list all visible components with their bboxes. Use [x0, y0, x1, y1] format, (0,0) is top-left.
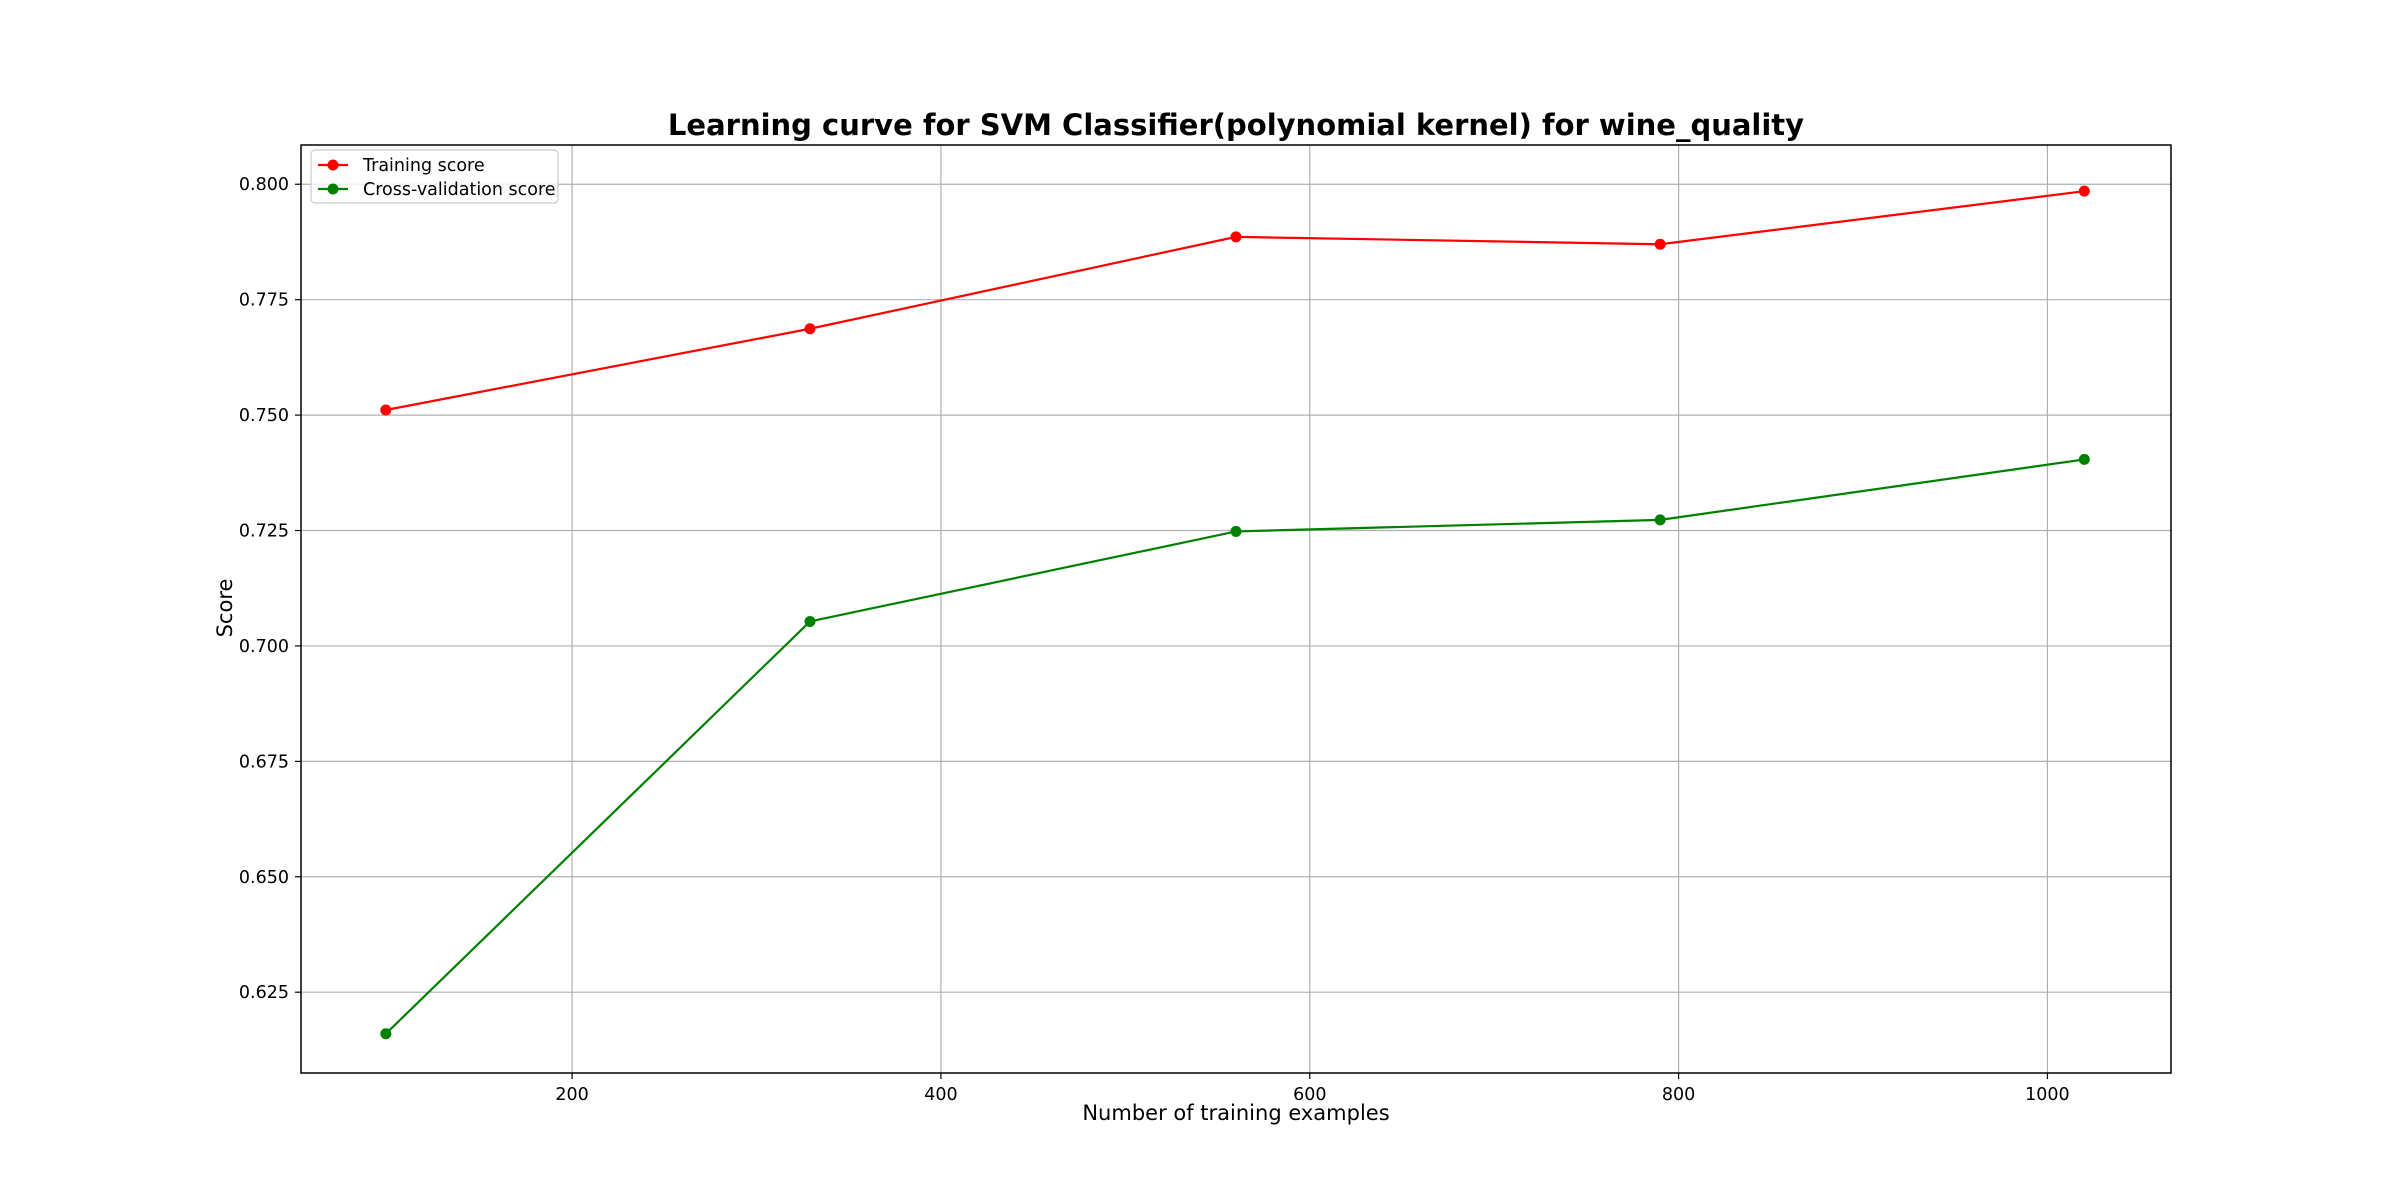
y-tick-label: 0.725	[239, 522, 289, 542]
legend-entry-training: Training score	[318, 156, 485, 176]
data-point	[2078, 185, 2090, 197]
data-point	[2078, 453, 2090, 465]
y-tick-label: 0.800	[239, 175, 289, 195]
y-tick-label: 0.625	[239, 983, 289, 1003]
data-point	[804, 615, 816, 627]
data-point	[380, 1028, 392, 1040]
y-tick-label: 0.650	[239, 868, 289, 888]
data-point	[1654, 514, 1666, 526]
x-tick-label: 800	[1662, 1085, 1695, 1105]
chart-title: Learning curve for SVM Classifier(polyno…	[668, 108, 1804, 142]
legend-label-training: Training score	[362, 156, 485, 176]
legend-marker-cross-validation	[327, 183, 339, 195]
data-point	[804, 323, 816, 335]
series-cross-validation-score	[380, 453, 2090, 1040]
legend-label-cross-validation: Cross-validation score	[363, 180, 556, 200]
data-point	[380, 404, 392, 416]
x-tick-label: 600	[1293, 1085, 1326, 1105]
y-tick-label: 0.675	[239, 752, 289, 772]
plot-frame	[300, 144, 2172, 1074]
legend-box	[310, 149, 559, 204]
data-point	[1230, 525, 1242, 537]
legend-entry-cross-validation: Cross-validation score	[318, 180, 556, 200]
series-layer	[380, 185, 2090, 1040]
y-tick-label: 0.700	[239, 637, 289, 657]
y-axis-ticks: 0.625 0.650 0.675 0.700 0.725 0.750 0.775 0.800	[239, 175, 301, 1003]
data-point	[1230, 231, 1242, 243]
series-training-score	[380, 185, 2090, 416]
x-axis-ticks: 200 400 600 800 1000	[555, 1073, 2070, 1105]
x-tick-label: 400	[924, 1085, 957, 1105]
y-tick-label: 0.750	[239, 406, 289, 426]
legend: Training score Cross-validation score	[310, 149, 559, 204]
y-tick-label: 0.775	[239, 291, 289, 311]
x-axis-label: Number of training examples	[1082, 1101, 1389, 1125]
data-point	[1654, 238, 1666, 250]
y-axis-label: Score	[213, 579, 237, 638]
x-tick-label: 1000	[2025, 1085, 2070, 1105]
x-tick-label: 200	[555, 1085, 588, 1105]
legend-marker-training	[327, 159, 339, 171]
